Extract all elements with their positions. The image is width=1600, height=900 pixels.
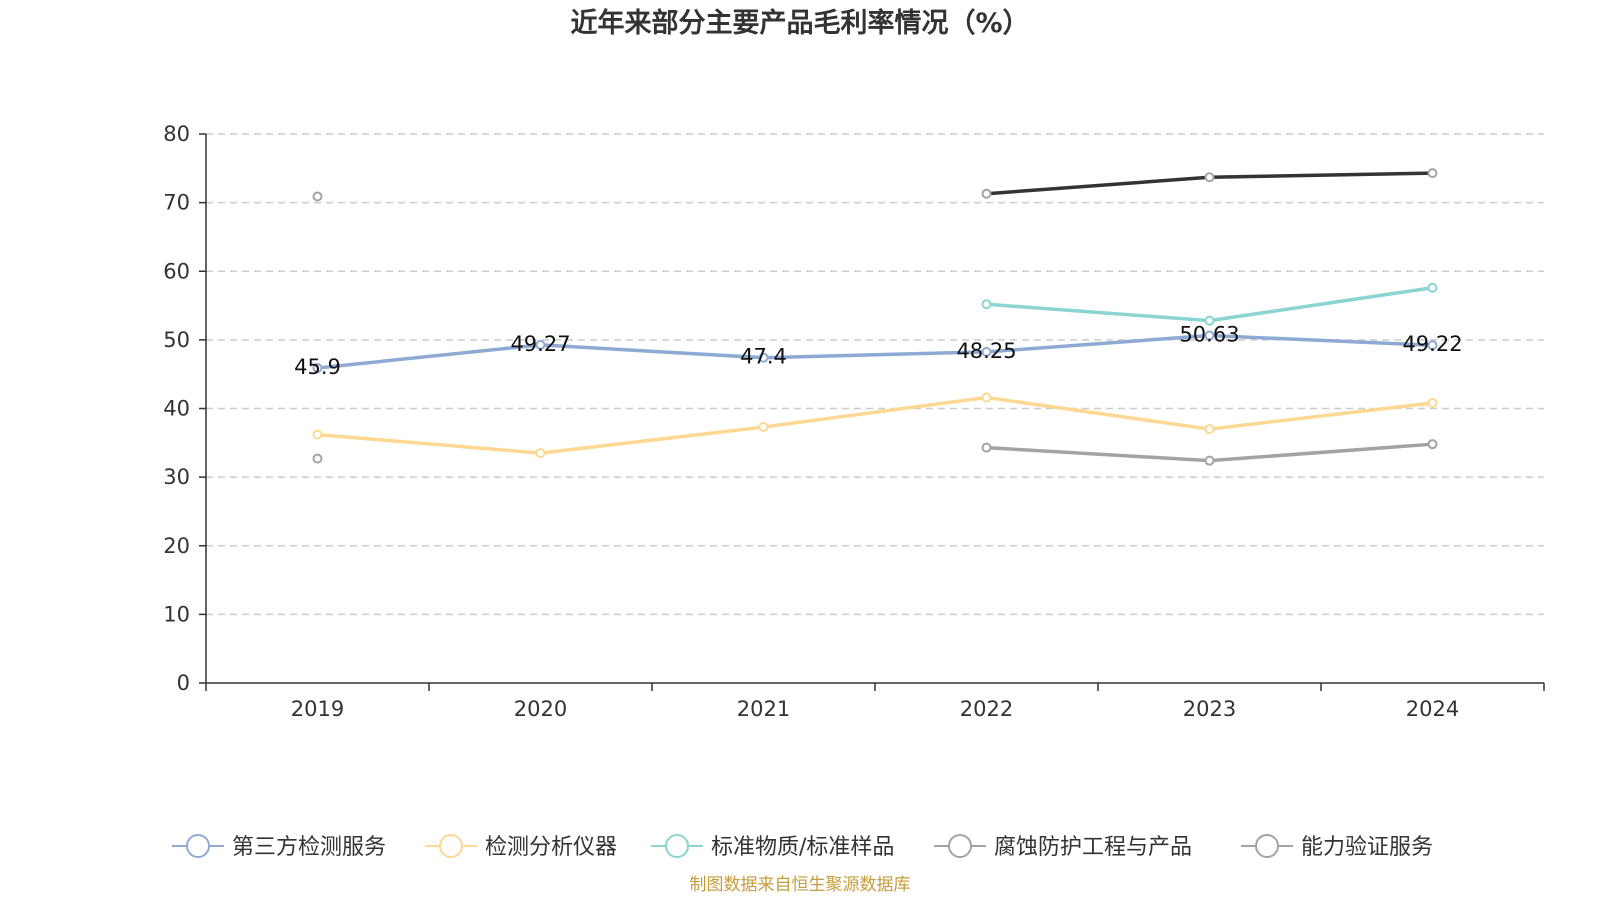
legend-label: 检测分析仪器	[485, 835, 617, 860]
data-point	[1427, 439, 1438, 450]
data-point	[758, 422, 769, 433]
series-4	[312, 168, 1438, 202]
source-note: 制图数据来自恒生聚源数据库	[690, 875, 911, 895]
data-point	[758, 352, 769, 363]
data-point	[312, 429, 323, 440]
legend-marker	[1255, 834, 1279, 858]
data-point	[1204, 330, 1215, 341]
legend-item-1: 检测分析仪器	[425, 834, 617, 860]
y-tick-label: 80	[163, 122, 190, 146]
legend-label: 第三方检测服务	[232, 835, 386, 860]
data-point	[1204, 315, 1215, 326]
legend-marker	[665, 834, 689, 858]
data-point	[312, 453, 323, 464]
data-point	[535, 448, 546, 459]
legend-item-4: 能力验证服务	[1241, 834, 1433, 860]
data-point	[312, 363, 323, 374]
x-tick-label: 2022	[960, 697, 1013, 721]
series-0	[312, 330, 1438, 374]
data-point	[1427, 282, 1438, 293]
series-line	[315, 395, 1435, 455]
data-point	[1427, 168, 1438, 179]
legend-item-0: 第三方检测服务	[172, 834, 386, 860]
grid-lines	[206, 133, 1544, 616]
data-point	[312, 191, 323, 202]
y-tick-label: 20	[163, 534, 190, 558]
legend-marker	[948, 834, 972, 858]
y-tick-label: 60	[163, 259, 190, 283]
data-point	[981, 188, 992, 199]
data-point	[535, 339, 546, 350]
y-tick-label: 70	[163, 191, 190, 215]
x-tick-label: 2020	[514, 697, 567, 721]
legend: 第三方检测服务 检测分析仪器 标准物质/标准样品 腐蚀防护工程与产品 能力验证服务	[172, 834, 1433, 860]
data-label: 50.63	[1179, 323, 1239, 347]
legend-marker	[186, 834, 210, 858]
series-layer	[312, 168, 1438, 466]
data-point	[1204, 172, 1215, 183]
x-tick-label: 2019	[291, 697, 344, 721]
legend-item-3: 腐蚀防护工程与产品	[934, 834, 1192, 860]
data-point	[981, 442, 992, 453]
axes: 0 10 20 30 40 50 60 70 80 2019 2020 2021 2022 2023 202…	[163, 122, 1545, 721]
y-tick-label: 50	[163, 328, 190, 352]
y-tick-label: 30	[163, 465, 190, 489]
legend-item-2: 标准物质/标准样品	[651, 834, 894, 860]
x-tick-label: 2024	[1406, 697, 1459, 721]
legend-label: 标准物质/标准样品	[711, 835, 894, 860]
data-point	[981, 299, 992, 310]
data-label: 47.4	[740, 345, 787, 369]
series-line	[315, 333, 1435, 370]
data-point	[1204, 424, 1215, 435]
series-1	[312, 392, 1438, 459]
data-labels: 45.9 49.27 47.4 48.25 50.63 49.22	[294, 323, 1462, 379]
chart-title: 近年来部分主要产品毛利率情况（%）	[570, 7, 1029, 39]
y-tick-label: 40	[163, 397, 190, 421]
data-point	[1204, 455, 1215, 466]
x-tick-label: 2023	[1183, 697, 1236, 721]
x-tick-label: 2021	[737, 697, 790, 721]
y-tick-label: 10	[163, 602, 190, 626]
data-label: 48.25	[956, 339, 1016, 363]
data-point	[1427, 340, 1438, 351]
legend-marker	[439, 834, 463, 858]
data-point	[981, 346, 992, 357]
data-label: 49.22	[1402, 332, 1462, 356]
legend-label: 能力验证服务	[1301, 835, 1433, 860]
data-point	[1427, 398, 1438, 409]
y-tick-label: 0	[177, 671, 190, 695]
data-label: 45.9	[294, 355, 341, 379]
data-point	[981, 392, 992, 403]
legend-label: 腐蚀防护工程与产品	[994, 835, 1192, 860]
data-label: 49.27	[510, 332, 570, 356]
series-2	[981, 282, 1438, 326]
series-3	[312, 439, 1438, 466]
